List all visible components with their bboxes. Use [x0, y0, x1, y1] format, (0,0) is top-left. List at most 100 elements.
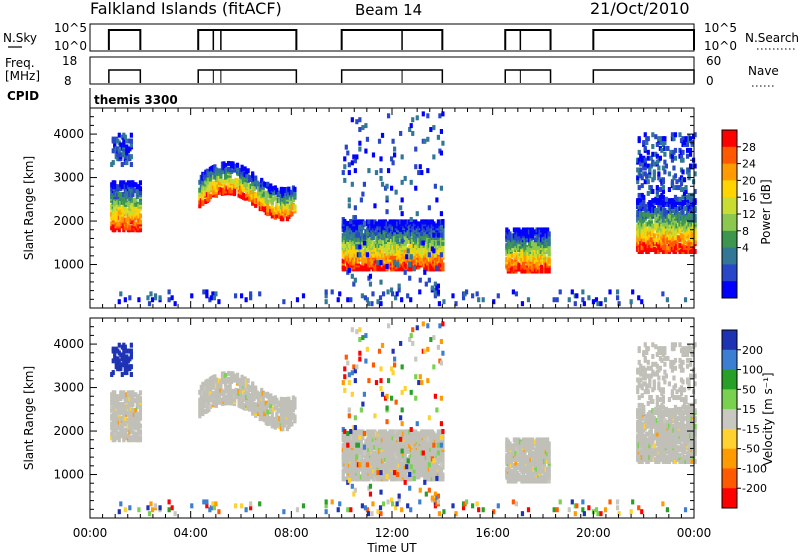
power-cell — [688, 136, 693, 142]
power-cell — [336, 297, 340, 303]
power-cell — [147, 301, 152, 307]
power-cell — [654, 134, 658, 140]
power-cell — [379, 301, 383, 307]
power-cell — [682, 205, 687, 211]
power-cell — [690, 248, 694, 254]
velocity-cell — [266, 391, 270, 397]
power-cell — [581, 297, 585, 303]
power-cell — [646, 190, 650, 196]
velocity-cell — [125, 370, 129, 376]
power-cell — [361, 125, 365, 131]
power-cell — [291, 197, 296, 203]
power-cell — [693, 217, 697, 223]
colorbar-tick-label: 20 — [742, 174, 756, 187]
power-cell — [657, 165, 661, 171]
power-cell — [380, 235, 385, 241]
power-cell — [687, 192, 691, 198]
power-cell — [343, 164, 347, 170]
power-cell — [385, 246, 389, 252]
velocity-cell — [242, 397, 246, 403]
power-cell — [643, 165, 647, 171]
power-cell — [409, 254, 413, 260]
power-cell — [658, 155, 662, 161]
power-cell — [426, 219, 430, 225]
velocity-cell — [269, 393, 273, 399]
power-cell — [427, 277, 431, 283]
power-cell — [670, 157, 675, 163]
power-cell — [441, 140, 445, 146]
velocity-cell — [111, 370, 115, 376]
power-cell — [461, 295, 466, 301]
power-cell — [678, 243, 682, 249]
power-cell — [347, 267, 351, 273]
power-cell — [681, 136, 685, 142]
power-cell — [429, 127, 433, 133]
velocity-cell — [343, 476, 347, 482]
power-cell — [648, 173, 652, 179]
power-cell — [575, 293, 579, 299]
power-cell — [350, 117, 354, 123]
power-cell — [670, 132, 675, 138]
velocity-cell — [293, 396, 297, 402]
power-cell — [358, 117, 362, 123]
velocity-cell — [113, 390, 117, 396]
power-cell — [198, 191, 202, 197]
power-cell — [673, 155, 678, 161]
power-cell — [358, 252, 362, 258]
power-cell — [205, 168, 209, 174]
power-cell — [437, 301, 442, 307]
power-cell — [251, 200, 255, 206]
power-cell — [376, 260, 380, 266]
power-cell — [508, 241, 512, 247]
power-cell — [208, 180, 212, 186]
velocity-cell — [116, 394, 120, 400]
power-cell — [138, 180, 143, 186]
power-cell — [423, 231, 427, 237]
power-cell — [582, 301, 586, 307]
power-cell — [594, 297, 599, 303]
power-cell — [688, 147, 693, 153]
power-cell — [243, 182, 247, 188]
power-cell — [464, 289, 469, 295]
velocity-cell — [125, 348, 129, 354]
velocity-cell — [113, 352, 117, 358]
power-cell — [353, 168, 357, 174]
power-cell — [380, 181, 385, 187]
power-cell — [391, 160, 395, 166]
power-cell — [125, 144, 129, 150]
velocity-cell — [266, 421, 270, 427]
power-cell — [167, 297, 171, 303]
power-cell — [408, 262, 412, 268]
power-cell — [617, 301, 621, 307]
power-cell — [649, 219, 653, 225]
power-cell — [343, 156, 347, 162]
power-cell — [122, 142, 126, 148]
power-cell — [138, 219, 143, 225]
power-cell — [211, 180, 216, 186]
velocity-cell — [117, 437, 121, 443]
power-cell — [267, 206, 271, 212]
power-cell — [684, 136, 688, 142]
power-cell — [418, 164, 422, 170]
power-cell — [371, 152, 376, 158]
power-cell — [637, 149, 641, 155]
power-cell — [439, 232, 444, 238]
velocity-cell — [252, 396, 256, 402]
power-cell — [373, 203, 377, 209]
power-cell — [432, 154, 436, 160]
velocity-cell — [243, 376, 247, 382]
colorbar-swatch — [722, 163, 737, 181]
power-cell — [646, 179, 650, 185]
colorbar-tick-label: 4 — [742, 242, 749, 255]
power-cell — [603, 297, 608, 303]
velocity-cell — [134, 421, 138, 427]
power-cell — [412, 258, 416, 264]
power-cell — [386, 113, 391, 119]
power-cell — [637, 136, 641, 142]
velocity-cell — [138, 429, 143, 435]
power-cell — [427, 205, 431, 211]
power-cell — [432, 232, 436, 238]
power-cell — [547, 239, 551, 245]
power-cell — [134, 211, 138, 217]
